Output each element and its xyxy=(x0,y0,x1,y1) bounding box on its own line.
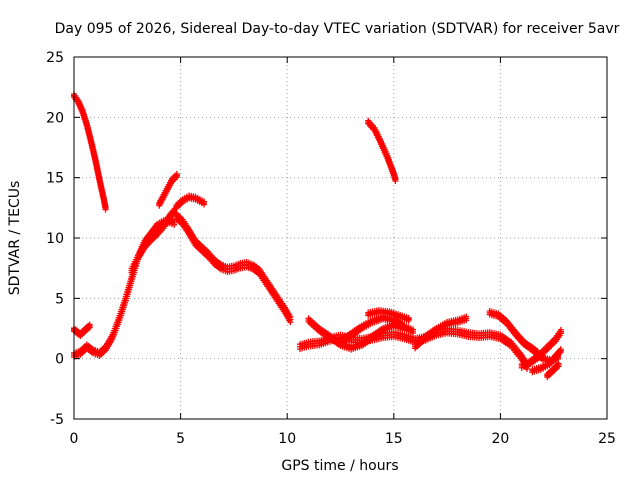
x-axis-label: GPS time / hours xyxy=(281,458,398,474)
series-track-12 xyxy=(365,307,412,324)
x-tick-label: 10 xyxy=(278,431,296,447)
series-track-14 xyxy=(486,308,541,358)
data-point xyxy=(201,201,208,208)
y-tick-label: 10 xyxy=(46,231,64,247)
data-point xyxy=(405,317,412,324)
y-tick-label: -5 xyxy=(50,412,64,428)
x-tick-label: 15 xyxy=(385,431,403,447)
x-tick-label: 25 xyxy=(598,431,616,447)
series-track-4 xyxy=(128,205,178,276)
x-tick-label: 20 xyxy=(491,431,509,447)
data-point xyxy=(557,349,564,356)
series-track-6 xyxy=(173,192,208,212)
series-track-7 xyxy=(173,210,294,326)
series-track-1 xyxy=(71,91,109,213)
data-point xyxy=(86,324,93,331)
y-tick-label: 0 xyxy=(55,352,64,368)
y-axis-label: SDTVAR / TECUs xyxy=(7,181,23,296)
x-tick-label: 5 xyxy=(176,431,185,447)
y-tick-label: 15 xyxy=(46,171,64,187)
chart-title: Day 095 of 2026, Sidereal Day-to-day VTE… xyxy=(55,21,620,37)
series-track-18 xyxy=(544,360,562,381)
axis-ticks: 0 5 10 15 20 25 -5 0 5 10 15 20 25 xyxy=(46,50,616,447)
y-tick-label: 5 xyxy=(55,291,64,307)
series-track-13 xyxy=(412,313,470,352)
series-track-8 xyxy=(365,117,399,184)
data-point xyxy=(287,319,294,326)
series-track-5 xyxy=(156,171,180,209)
series-track-3 xyxy=(71,321,93,340)
data-point xyxy=(171,221,178,228)
data-point xyxy=(524,365,531,372)
data-point xyxy=(557,330,564,337)
x-tick-label: 0 xyxy=(70,431,79,447)
y-tick-label: 20 xyxy=(46,110,64,126)
data-point xyxy=(555,363,562,370)
data-point xyxy=(463,317,470,324)
data-point xyxy=(392,177,399,184)
data-point xyxy=(409,329,416,336)
series-track-17 xyxy=(529,346,564,376)
data-point xyxy=(173,174,180,181)
data-point xyxy=(102,206,109,213)
y-tick-label: 25 xyxy=(46,50,64,66)
data-marks xyxy=(71,91,564,381)
